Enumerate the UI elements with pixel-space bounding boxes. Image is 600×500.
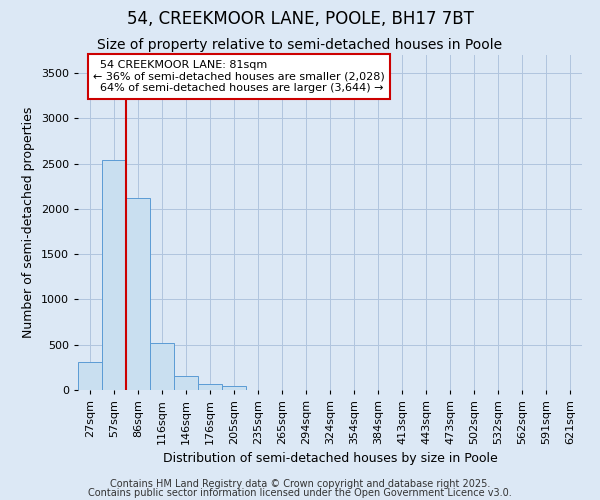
- Bar: [150, 343, 174, 390]
- X-axis label: Distribution of semi-detached houses by size in Poole: Distribution of semi-detached houses by …: [163, 452, 497, 466]
- Bar: [126, 198, 150, 390]
- Text: Contains public sector information licensed under the Open Government Licence v3: Contains public sector information licen…: [88, 488, 512, 498]
- Text: 54, CREEKMOOR LANE, POOLE, BH17 7BT: 54, CREEKMOOR LANE, POOLE, BH17 7BT: [127, 10, 473, 28]
- Text: 54 CREEKMOOR LANE: 81sqm
← 36% of semi-detached houses are smaller (2,028)
  64%: 54 CREEKMOOR LANE: 81sqm ← 36% of semi-d…: [93, 60, 385, 93]
- Text: Size of property relative to semi-detached houses in Poole: Size of property relative to semi-detach…: [97, 38, 503, 52]
- Bar: [102, 160, 126, 390]
- Text: Contains HM Land Registry data © Crown copyright and database right 2025.: Contains HM Land Registry data © Crown c…: [110, 479, 490, 489]
- Bar: [198, 384, 222, 390]
- Y-axis label: Number of semi-detached properties: Number of semi-detached properties: [22, 107, 35, 338]
- Bar: [174, 376, 198, 390]
- Bar: [78, 362, 102, 390]
- Bar: [222, 386, 246, 390]
